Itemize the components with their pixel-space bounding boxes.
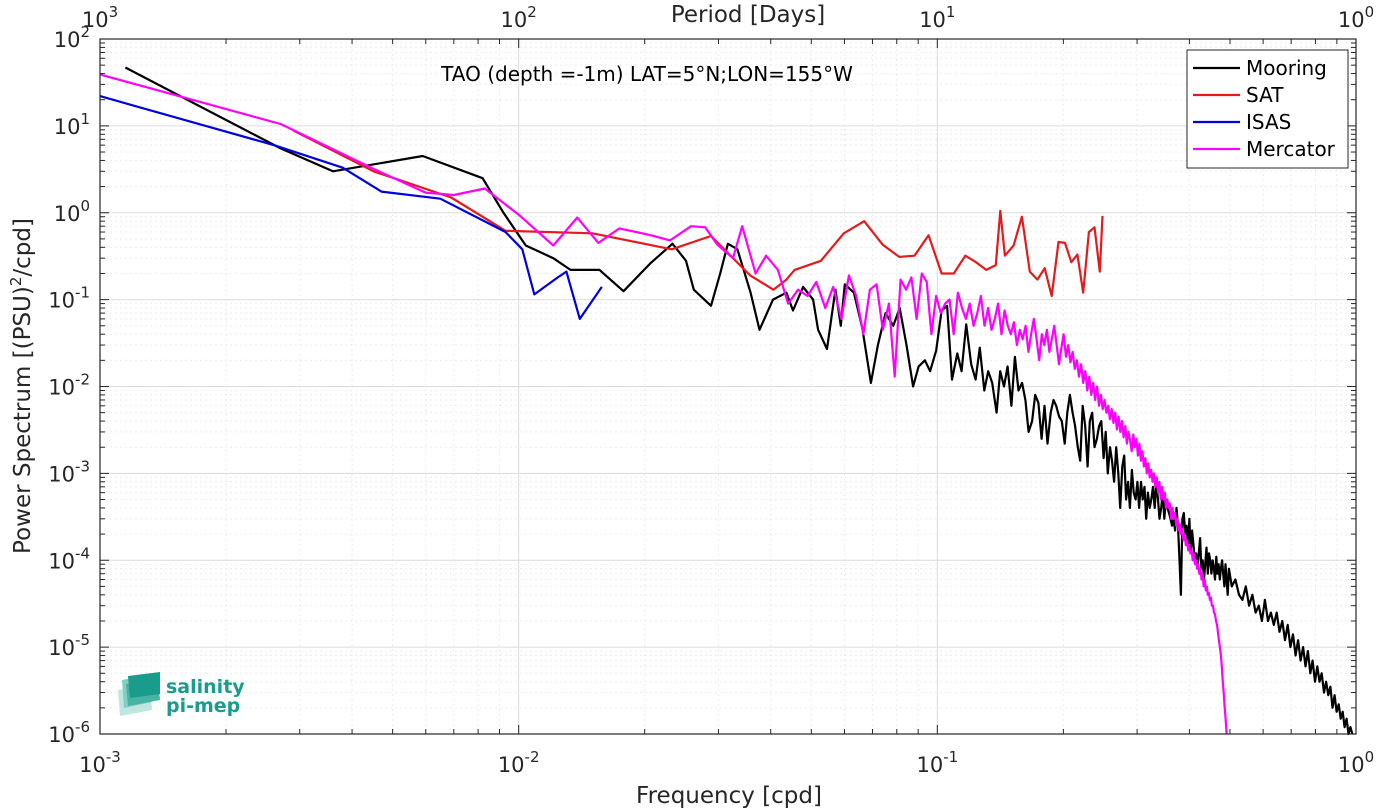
legend: Mooring SAT ISAS Mercator	[1186, 49, 1349, 169]
x-tick-label: 10-3	[79, 748, 121, 777]
logo-text-salinity: salinity	[166, 676, 245, 698]
top-tick-label: 103	[82, 3, 118, 32]
logo-text-pi-mep: pi-mep	[166, 695, 240, 717]
top-tick-label: 101	[919, 3, 955, 32]
legend-label-isas: ISAS	[1246, 110, 1291, 134]
chart-annotation: TAO (depth =-1m) LAT=5°N;LON=155°W	[440, 62, 853, 86]
legend-label-mooring: Mooring	[1246, 56, 1327, 80]
series-line-mercator	[99, 73, 1228, 735]
series-line-isas	[99, 95, 603, 320]
top-tick-label: 100	[1338, 3, 1374, 32]
series-line-sat	[293, 129, 1104, 298]
legend-label-sat: SAT	[1246, 83, 1284, 107]
axis-ticks	[99, 38, 1357, 735]
top-tick-label: 102	[501, 3, 537, 32]
y-tick-label: 10-1	[48, 284, 90, 313]
salinity-pi-mep-logo: salinity pi-mep	[118, 672, 245, 717]
y-tick-label: 10-3	[48, 457, 90, 486]
y-axis-label-sup: 2	[7, 277, 25, 287]
y-tick-label: 100	[54, 197, 90, 226]
y-tick-label: 10-4	[48, 544, 90, 573]
y-axis-label: Power Spectrum [(PSU)2/cpd]	[7, 218, 36, 554]
x-tick-label: 100	[1338, 748, 1374, 777]
x-tick-label: 10-1	[916, 748, 958, 777]
y-tick-label: 102	[54, 23, 90, 52]
x-axis-label: Frequency [cpd]	[636, 783, 822, 809]
top-axis-label: Period [Days]	[671, 2, 825, 28]
logo-mark	[118, 672, 160, 716]
y-tick-label: 10-6	[48, 718, 90, 747]
y-axis-label-tail: /cpd]	[10, 218, 36, 277]
series-line-mooring	[124, 66, 1354, 736]
x-tick-label: 10-2	[498, 748, 540, 777]
y-tick-label: 10-2	[48, 371, 90, 400]
y-tick-label: 101	[54, 110, 90, 139]
y-axis-label-main: Power Spectrum [(PSU)	[10, 286, 36, 554]
legend-label-mercator: Mercator	[1246, 137, 1336, 161]
series-lines	[99, 66, 1354, 736]
y-tick-label: 10-5	[48, 631, 90, 660]
